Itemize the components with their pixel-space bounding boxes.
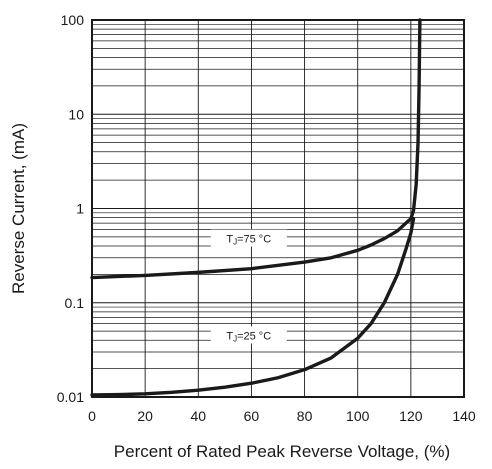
y-tick-label: 0.01 (57, 389, 84, 405)
y-axis-title: Reverse Current, (mA) (9, 123, 28, 294)
y-tick-label: 100 (61, 12, 85, 28)
curve-labels: TJ=75 °C TJ=25 °C (210, 229, 287, 344)
x-tick-label: 100 (346, 408, 370, 424)
series-line (90, 18, 422, 280)
x-tick-label: 140 (452, 408, 476, 424)
x-axis-title: Percent of Rated Peak Reverse Voltage, (… (114, 442, 450, 461)
plot-frame (91, 19, 465, 398)
x-tick-label: 60 (244, 408, 260, 424)
x-tick-label: 120 (399, 408, 423, 424)
tick-labels: 0 20 40 60 80 100 120 140 0.01 0.1 1 10 100 (57, 12, 476, 424)
curve-label-background (210, 326, 287, 344)
y-tick-label: 10 (68, 106, 84, 122)
series-line (90, 216, 416, 397)
curve-label-background (210, 229, 287, 247)
y-tick-label: 0.1 (65, 295, 85, 311)
x-tick-label: 40 (190, 408, 206, 424)
x-tick-label: 0 (88, 408, 96, 424)
curve-label: TJ=25 °C (226, 330, 271, 343)
curve-label: TJ=75 °C (226, 234, 271, 247)
y-tick-label: 1 (76, 201, 84, 217)
x-tick-label: 80 (297, 408, 313, 424)
series-layer (90, 18, 422, 397)
x-tick-label: 20 (137, 408, 153, 424)
